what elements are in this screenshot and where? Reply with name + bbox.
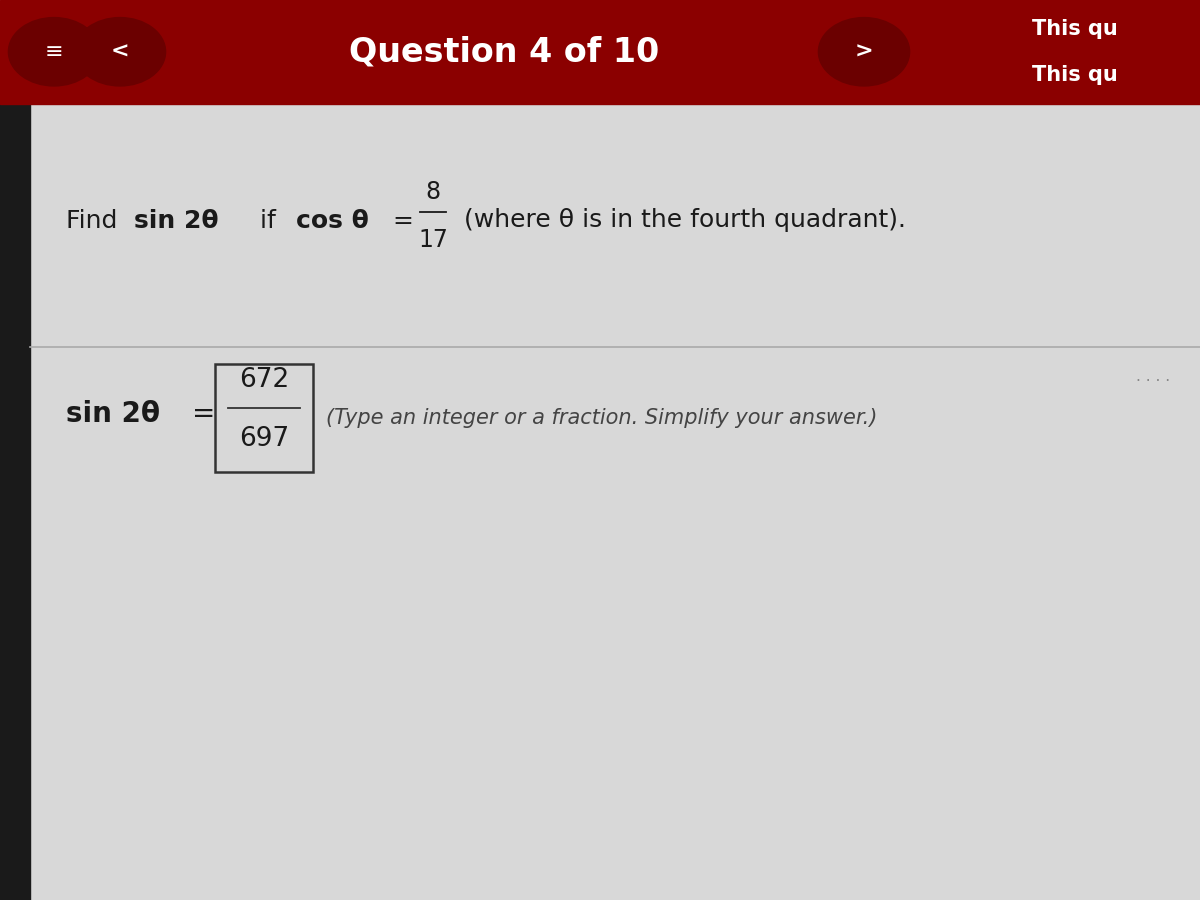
Text: 8: 8: [426, 180, 440, 203]
Text: >: >: [854, 41, 874, 62]
Text: =: =: [192, 400, 215, 428]
Bar: [0, 104, 30, 900]
Text: 672: 672: [239, 367, 289, 392]
Text: if: if: [252, 209, 284, 232]
Text: cos θ: cos θ: [296, 209, 370, 232]
Circle shape: [8, 17, 100, 86]
Circle shape: [74, 17, 166, 86]
Text: sin 2θ: sin 2θ: [134, 209, 220, 232]
Text: This qu: This qu: [1032, 19, 1117, 39]
Circle shape: [818, 17, 910, 86]
Text: (Type an integer or a fraction. Simplify your answer.): (Type an integer or a fraction. Simplify…: [326, 409, 877, 428]
Text: sin 2θ: sin 2θ: [66, 400, 160, 428]
Text: =: =: [392, 209, 413, 232]
Text: 697: 697: [239, 427, 289, 452]
Text: . . . .: . . . .: [1136, 369, 1170, 384]
Text: <: <: [110, 41, 130, 62]
Text: 17: 17: [419, 229, 448, 252]
Text: (where θ is in the fourth quadrant).: (where θ is in the fourth quadrant).: [456, 209, 906, 232]
Bar: [0, 0, 1200, 104]
Text: Question 4 of 10: Question 4 of 10: [349, 35, 659, 68]
Text: Find: Find: [66, 209, 125, 232]
Text: This qu: This qu: [1032, 65, 1117, 85]
Text: ≡: ≡: [44, 41, 64, 62]
